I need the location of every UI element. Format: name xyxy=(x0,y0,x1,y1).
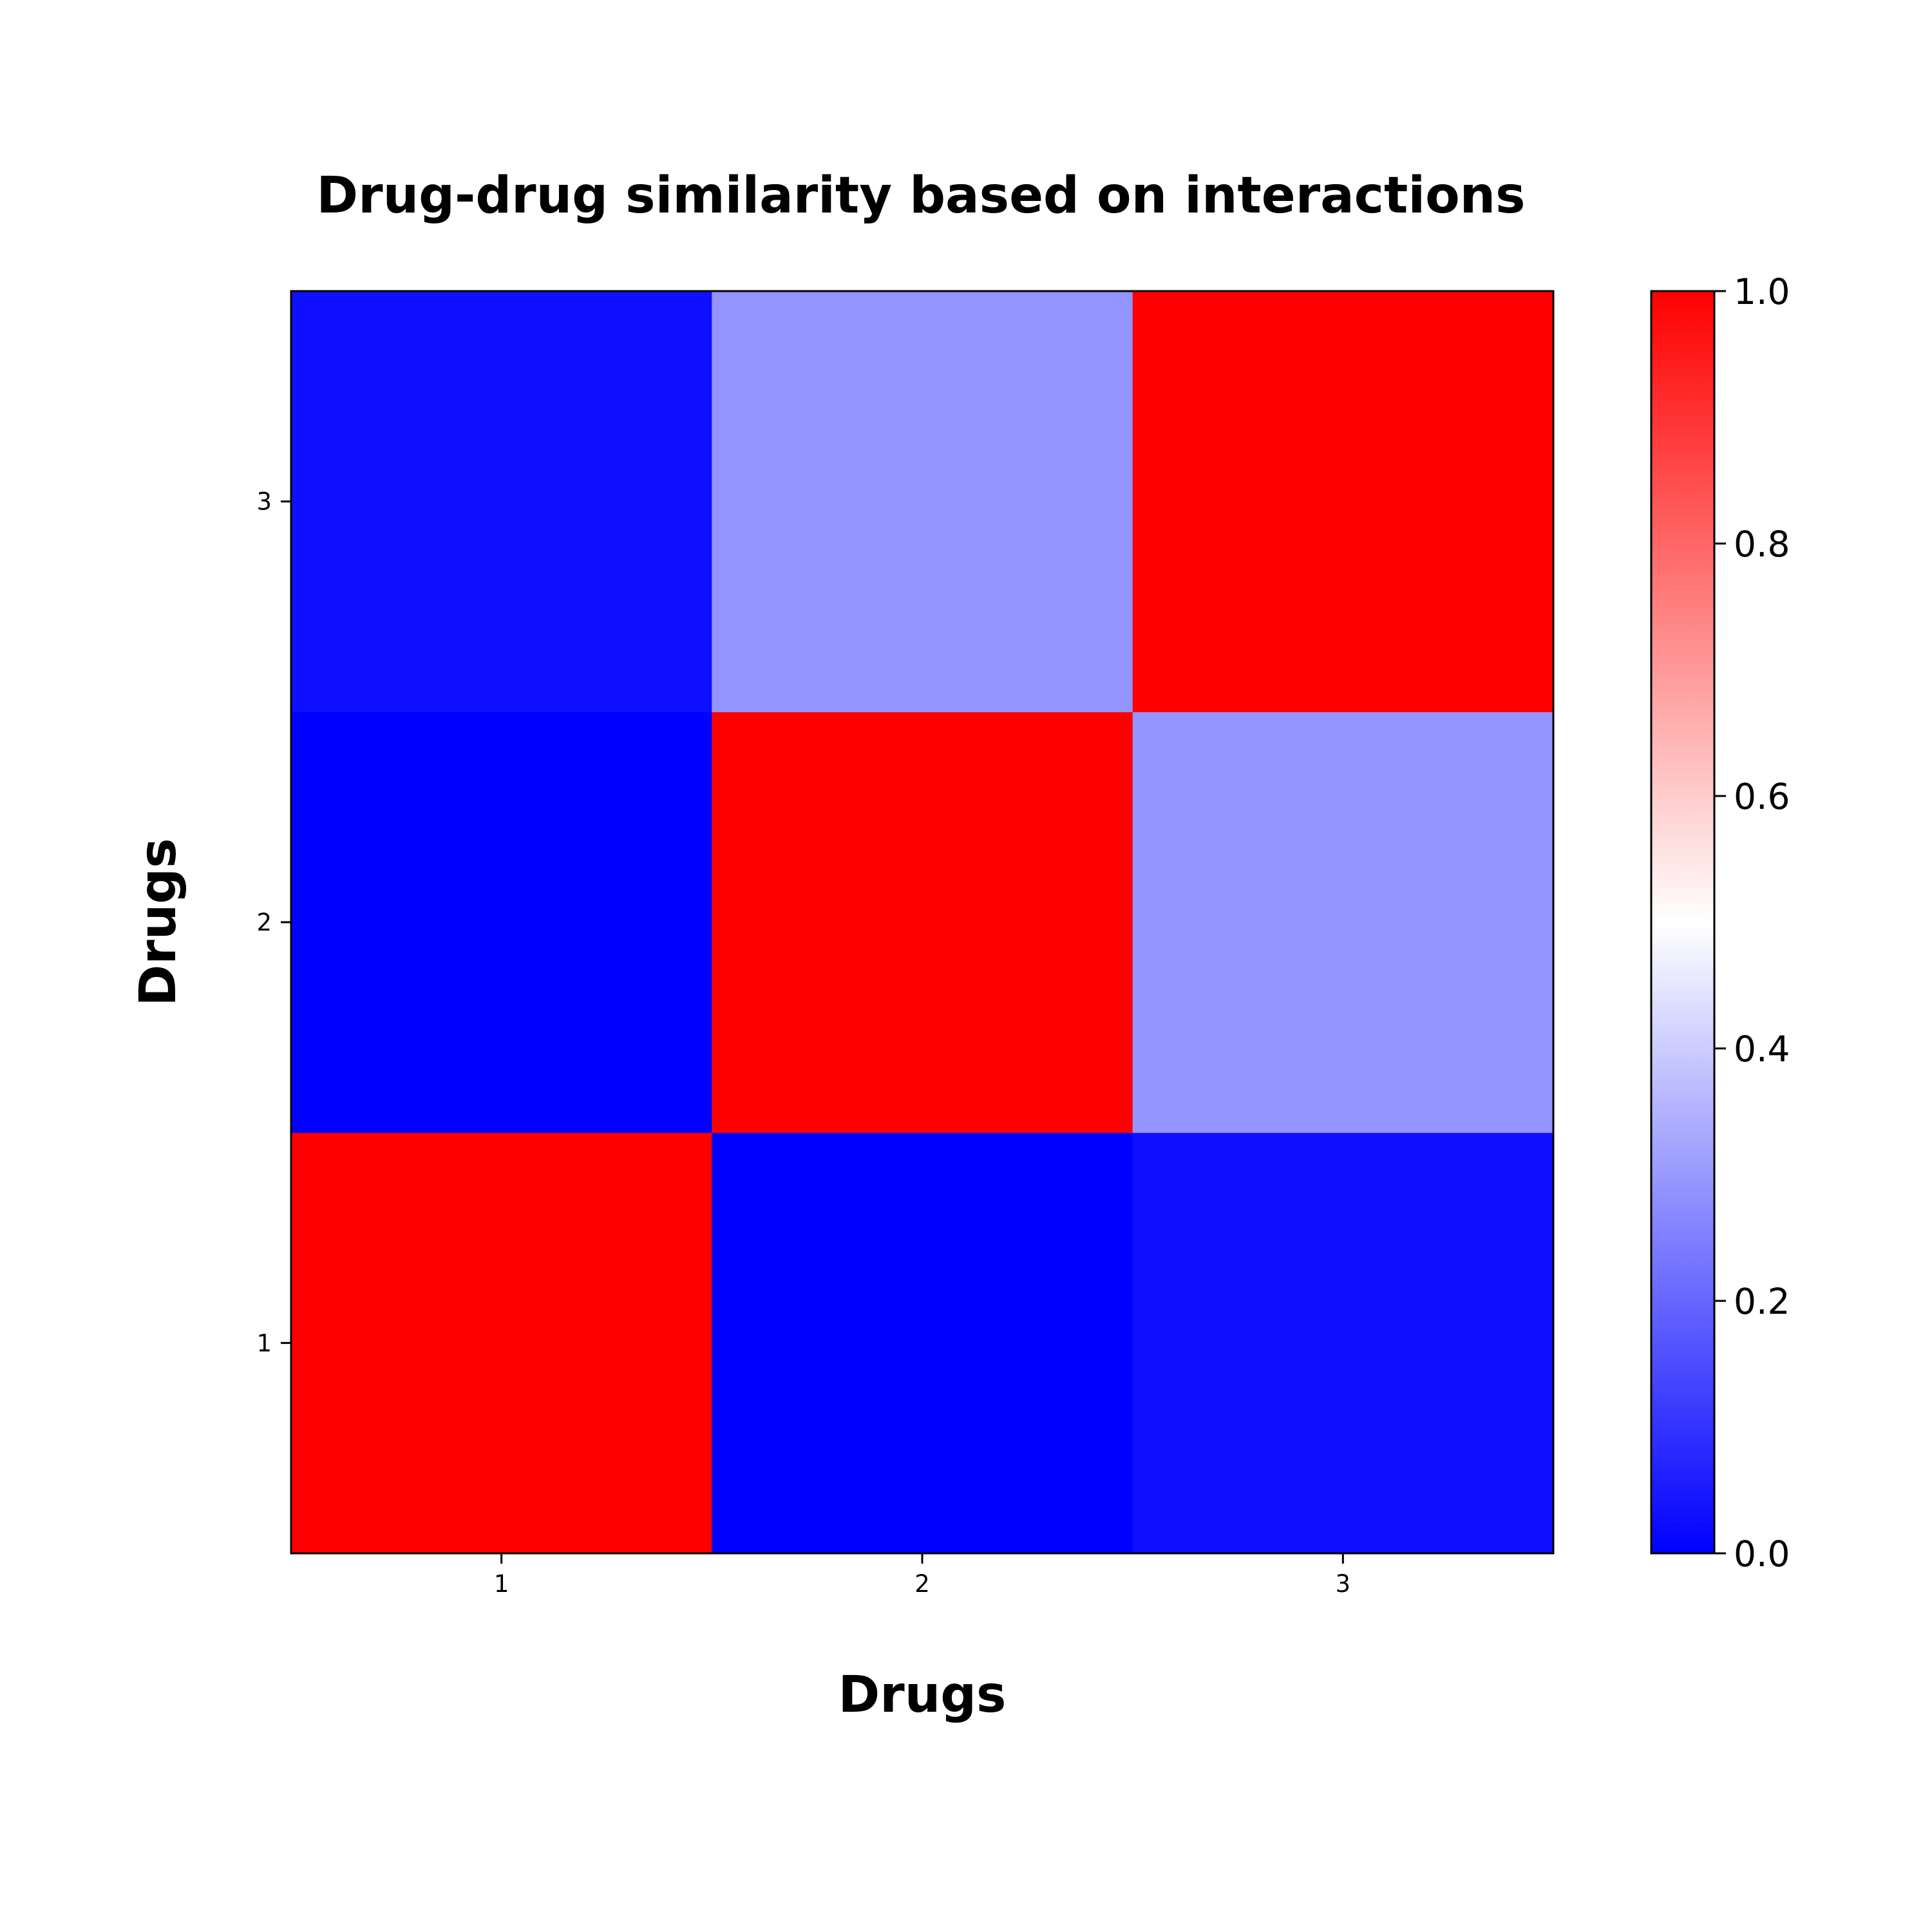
colorbar-tick-label: 0.2 xyxy=(1734,1281,1790,1322)
colorbar-tick-label: 0.8 xyxy=(1734,524,1790,565)
colorbar xyxy=(1650,290,1716,1555)
heatmap-cell-3-1 xyxy=(291,291,712,712)
x-axis-ticks: 1 2 3 xyxy=(494,1553,1350,1598)
y-tick-label: 3 xyxy=(256,488,272,516)
colorbar-tick-label: 0.0 xyxy=(1734,1533,1790,1575)
colorbar-ticks: 0.0 0.2 0.4 0.6 0.8 1.0 xyxy=(1714,271,1790,1575)
heatmap-cell-2-1 xyxy=(291,712,712,1133)
y-axis-label: Drugs xyxy=(129,838,187,1006)
heatmap-cell-1-3 xyxy=(1132,1132,1554,1554)
y-axis-ticks: 1 2 3 xyxy=(256,488,291,1357)
heatmap-cell-3-2 xyxy=(712,291,1133,712)
colorbar-tick-label: 1.0 xyxy=(1734,271,1790,312)
heatmap-cell-2-3 xyxy=(1132,712,1554,1133)
heatmap-cell-2-2 xyxy=(712,712,1133,1133)
x-axis-label: Drugs xyxy=(838,1666,1006,1724)
x-tick-label: 2 xyxy=(914,1570,930,1598)
x-tick-label: 1 xyxy=(494,1570,509,1598)
heatmap-cell-3-3 xyxy=(1132,291,1554,712)
heatmap-cell-1-1 xyxy=(291,1132,712,1554)
heatmap-cell-1-2 xyxy=(712,1132,1133,1554)
colorbar-tick-label: 0.4 xyxy=(1734,1028,1790,1070)
x-tick-label: 3 xyxy=(1336,1570,1351,1598)
colorbar-tick-label: 0.6 xyxy=(1734,776,1790,817)
chart-title: Drug-drug similarity based on interactio… xyxy=(316,167,1525,225)
y-tick-label: 2 xyxy=(256,909,272,936)
y-tick-label: 1 xyxy=(256,1329,272,1357)
heatmap-cells xyxy=(291,291,1554,1554)
